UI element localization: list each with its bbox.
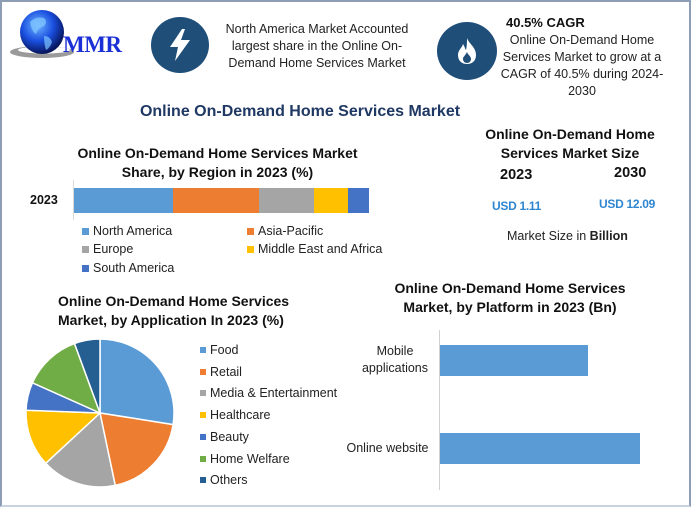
footnote-text: Market Size in <box>507 229 590 243</box>
legend-swatch <box>247 245 254 253</box>
application-chart-title: Online On-Demand Home Services Market, b… <box>40 292 310 330</box>
chart-title-line: Market, by Platform in 2023 (Bn) <box>403 299 617 315</box>
legend-middle-east-africa: Middle East and Africa <box>247 242 382 256</box>
legend-swatch <box>200 477 206 484</box>
region-bar-segment-europe <box>259 188 315 213</box>
region-stacked-bar <box>74 188 369 213</box>
region-bar-segment-middle-east-and-africa <box>314 188 349 213</box>
highlight-line: Online On-Demand Home <box>509 33 655 47</box>
region-bar-segment-asia-pacific <box>173 188 260 213</box>
market-size-title-line: Online On-Demand Home <box>485 126 655 142</box>
legend-swatch <box>200 368 206 375</box>
pie-legend-healthcare: Healthcare <box>200 408 270 422</box>
region-chart-title: Online On-Demand Home Services Market Sh… <box>55 144 380 182</box>
legend-asia-pacific: Asia-Pacific <box>247 224 323 238</box>
pie-slice-home-welfare <box>31 342 102 415</box>
legend-swatch <box>200 412 206 419</box>
platform-label-mobile: Mobile applications <box>355 343 435 377</box>
market-size-value-2030: USD 12.09 <box>599 197 655 211</box>
highlight-line: CAGR of 40.5% during 2024- <box>500 67 664 81</box>
region-axis-line <box>73 180 74 220</box>
legend-swatch <box>82 227 89 235</box>
region-bar-segment-north-america <box>74 188 174 213</box>
legend-swatch <box>200 455 206 462</box>
legend-label: Beauty <box>210 429 249 444</box>
platform-label-line: Online website <box>346 441 429 455</box>
platform-bar-online-website <box>440 433 640 464</box>
flame-icon <box>458 38 476 64</box>
pie-slice-healthcare <box>25 409 102 465</box>
globe-icon <box>10 10 74 58</box>
mmr-logo: MMR <box>8 8 138 64</box>
pie-legend-media-entertainment: Media & Entertainment <box>200 386 337 400</box>
legend-label: Middle East and Africa <box>258 242 383 256</box>
pie-slice-retail <box>99 412 174 487</box>
legend-swatch <box>247 227 254 235</box>
market-size-title: Online On-Demand Home Services Market Si… <box>470 125 670 163</box>
legend-label: South America <box>93 261 175 275</box>
lightning-icon-badge <box>151 17 209 73</box>
legend-label: North America <box>93 224 173 238</box>
pie-legend-others: Others <box>200 473 248 487</box>
chart-title-line: Market, by Application In 2023 (%) <box>58 312 284 328</box>
highlight-line: 2030 <box>568 84 596 98</box>
platform-bar-mobile <box>440 345 588 376</box>
pie-legend-beauty: Beauty <box>200 430 249 444</box>
market-size-title-line: Services Market Size <box>500 145 640 161</box>
lightning-bolt-icon <box>170 29 190 61</box>
platform-label-online-website: Online website <box>340 440 435 457</box>
platform-chart-title: Online On-Demand Home Services Market, b… <box>370 279 650 317</box>
platform-label-line: applications <box>361 361 428 375</box>
highlight-line: Services Market to grow at a <box>502 50 662 64</box>
legend-label: Healthcare <box>210 408 271 423</box>
platform-label-line: Mobile <box>376 344 414 358</box>
market-size-year-2030: 2030 <box>614 165 647 181</box>
platform-axis-line <box>439 330 440 490</box>
market-size-footnote: Market Size in Billion <box>507 229 628 243</box>
chart-title-line: Online On-Demand Home Services Market <box>77 145 358 161</box>
legend-label: Home Welfare <box>210 451 290 466</box>
pie-slice-media-entertainment <box>44 411 117 488</box>
region-bar-segment-south-america <box>348 188 369 213</box>
legend-swatch <box>200 347 206 353</box>
legend-swatch <box>200 390 206 397</box>
application-pie-chart <box>25 338 175 488</box>
flame-icon-badge <box>437 22 497 80</box>
legend-label: Asia-Pacific <box>258 224 324 238</box>
chart-title-line: Online On-Demand Home Services <box>58 293 290 309</box>
pie-slice-food <box>99 338 175 426</box>
highlight-line: North America Market Accounted <box>225 22 409 36</box>
market-size-year-2023: 2023 <box>500 167 533 183</box>
pie-legend-food: Food <box>200 343 239 357</box>
highlight-north-america: North America Market Accounted largest s… <box>212 21 422 72</box>
legend-swatch <box>82 245 89 253</box>
highlight-cagr: Online On-Demand Home Services Market to… <box>494 32 670 100</box>
legend-swatch <box>200 433 206 440</box>
legend-label: Others <box>210 473 248 488</box>
pie-legend-retail: Retail <box>200 365 242 379</box>
highlight-line: Demand Home Services Market <box>228 56 406 70</box>
market-size-value-2023: USD 1.11 <box>492 199 541 213</box>
pie-legend-home-welfare: Home Welfare <box>200 452 290 466</box>
region-bar-category: 2023 <box>30 193 58 207</box>
legend-south-america: South America <box>82 261 174 275</box>
legend-label: Food <box>210 343 239 357</box>
page-title: Online On-Demand Home Services Market <box>139 103 461 120</box>
legend-label: Europe <box>93 242 134 256</box>
footnote-unit: Billion <box>589 229 628 243</box>
pie-slice-others <box>73 338 101 414</box>
chart-title-line: Online On-Demand Home Services <box>394 280 626 296</box>
legend-europe: Europe <box>82 242 133 256</box>
chart-title-line: Share, by Region in 2023 (%) <box>121 164 314 180</box>
logo-text: MMR <box>63 32 122 57</box>
legend-label: Media & Entertainment <box>210 386 338 401</box>
highlight-line: largest share in the Online On- <box>231 39 403 53</box>
cagr-title: 40.5% CAGR <box>506 15 585 30</box>
legend-swatch <box>82 264 89 272</box>
legend-label: Retail <box>210 364 242 379</box>
legend-north-america: North America <box>82 224 172 238</box>
